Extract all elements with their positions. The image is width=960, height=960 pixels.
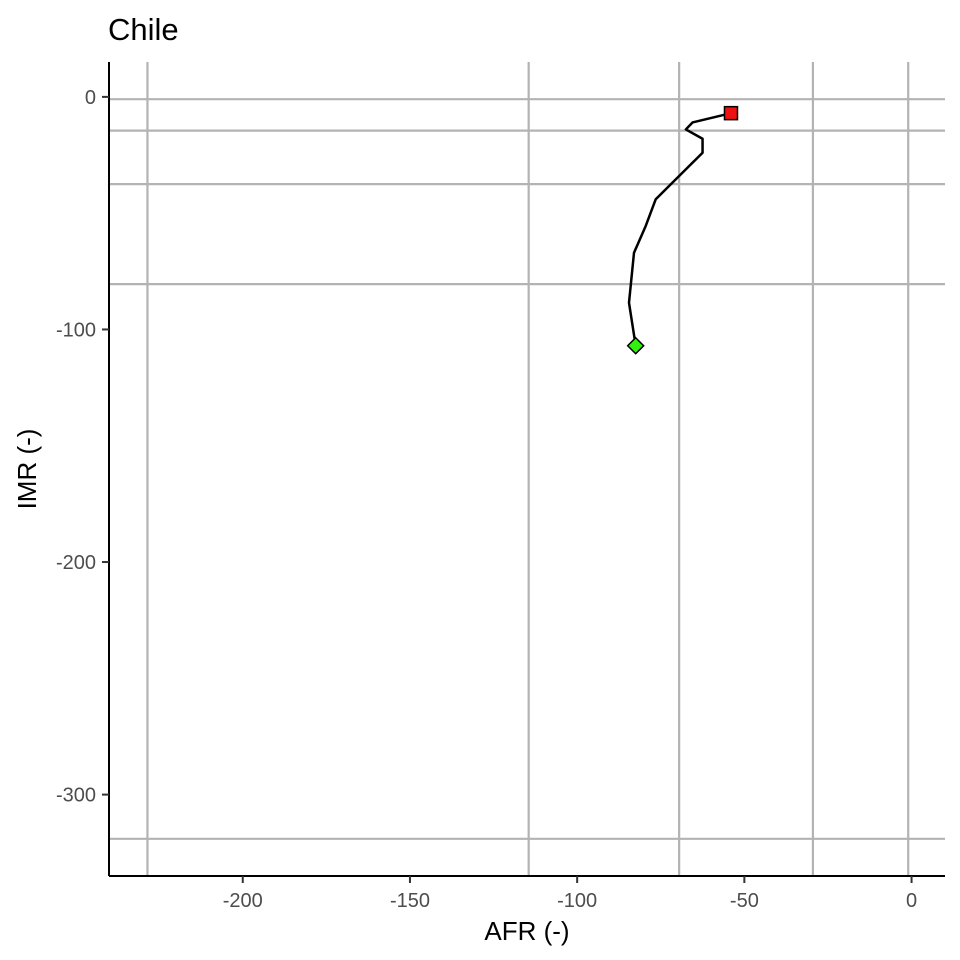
x-tick-label: 0: [906, 890, 917, 912]
x-tick-label: -50: [730, 890, 759, 912]
x-tick-label: -100: [557, 890, 597, 912]
end-marker-square: [723, 105, 739, 121]
x-tick-label: -200: [223, 890, 263, 912]
y-tick-label: -300: [56, 785, 96, 807]
series: [627, 111, 732, 346]
x-tick-label: -150: [390, 890, 430, 912]
series-line: [627, 111, 732, 346]
axes: [108, 62, 945, 877]
x-axis-title: AFR (-): [484, 916, 569, 946]
ticks: -200 -150 -100 -50 0 0 -100 -200 -300: [56, 87, 917, 912]
y-tick-label: 0: [85, 87, 96, 109]
gridlines: [109, 62, 945, 876]
y-axis-title: IMR (-): [12, 429, 42, 510]
chart-title: Chile: [108, 12, 179, 47]
start-marker-diamond: [626, 336, 645, 355]
y-tick-label: -200: [56, 552, 96, 574]
markers: [626, 105, 739, 355]
y-tick-label: -100: [56, 319, 96, 341]
